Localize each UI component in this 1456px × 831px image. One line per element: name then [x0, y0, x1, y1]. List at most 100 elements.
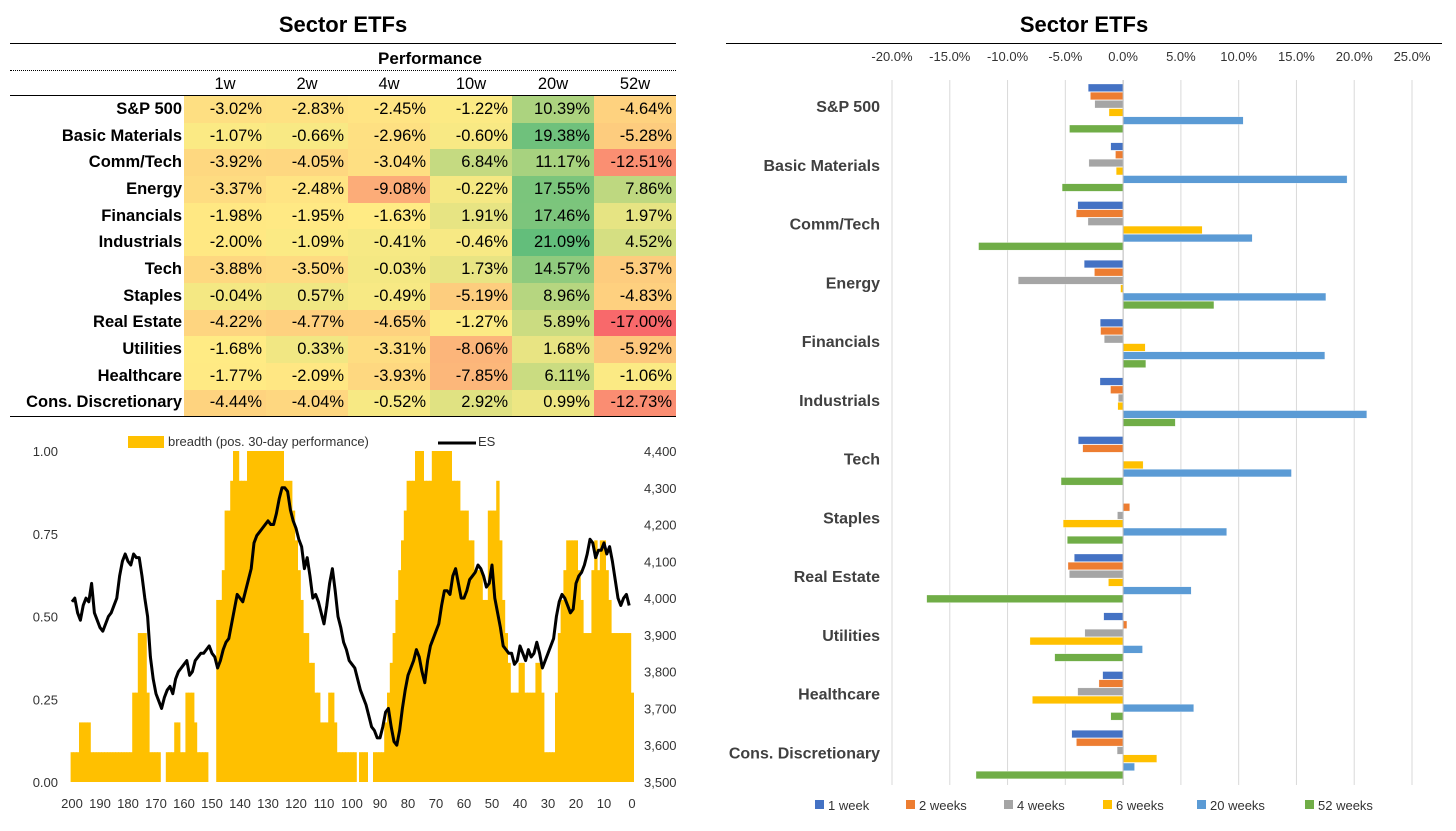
table-cell: 8.96%: [512, 282, 594, 310]
breadth-bar: [552, 752, 556, 782]
row-label: Industrials: [10, 229, 184, 257]
table-cell: -3.88%: [184, 256, 266, 283]
breadth-bar: [605, 570, 609, 782]
y-right-tick-label: 4,100: [644, 554, 677, 569]
breadth-bar: [541, 692, 545, 782]
breadth-bar: [325, 722, 329, 782]
breadth-bar: [521, 662, 525, 782]
y-right-tick-label: 3,900: [644, 628, 677, 643]
category-label: Cons. Discretionary: [729, 745, 880, 762]
y-left-tick-label: 0.75: [33, 527, 58, 542]
breadth-bar: [294, 540, 298, 782]
table-cell: -3.02%: [184, 95, 266, 123]
breadth-bar: [434, 451, 438, 782]
breadth-bar: [275, 451, 279, 782]
table-cell: -0.41%: [348, 229, 430, 257]
bar: [1067, 536, 1124, 544]
breadth-bar: [616, 633, 620, 782]
table-cell: 1.97%: [594, 202, 676, 230]
breadth-bar: [171, 752, 175, 782]
bar: [1122, 410, 1367, 419]
x-tick-label: -20.0%: [871, 49, 913, 64]
bar: [1122, 645, 1143, 654]
breadth-bar: [574, 540, 578, 782]
y-right-tick-label: 3,700: [644, 701, 677, 716]
x-tick-label: 50: [485, 796, 499, 811]
table-row: Healthcare -1.77% -2.09% -3.93% -7.85% 6.11% -…: [10, 362, 676, 390]
x-tick-label: 0: [628, 796, 635, 811]
breadth-bar: [448, 451, 452, 782]
breadth-bar: [403, 510, 408, 782]
legend-label-breadth: breadth (pos. 30-day performance): [168, 434, 369, 449]
bar: [1076, 738, 1124, 747]
breadth-bar: [300, 599, 304, 782]
breadth-bar: [311, 662, 315, 782]
breadth-bar: [560, 599, 564, 782]
bar: [1122, 527, 1227, 536]
breadth-bar: [619, 633, 623, 782]
category-label: Staples: [823, 510, 880, 527]
breadth-bar: [471, 540, 475, 782]
table-cell: -12.51%: [594, 149, 676, 177]
table-row: Basic Materials -1.07% -0.66% -2.96% -0.60% 1…: [10, 122, 676, 150]
bar: [1122, 301, 1215, 309]
breadth-bar: [401, 540, 405, 782]
table-cell: -0.46%: [430, 229, 512, 257]
x-tick-label: -15.0%: [929, 49, 971, 64]
breadth-bar: [129, 752, 133, 782]
x-tick-label: 200: [61, 796, 83, 811]
breadth-bar: [118, 752, 122, 782]
bar: [1090, 92, 1124, 100]
table-cell: -1.68%: [184, 336, 266, 363]
table-cell: -3.04%: [348, 149, 430, 177]
breadth-bar: [611, 633, 615, 782]
breadth-bar: [331, 692, 335, 782]
row-label: Basic Materials: [10, 122, 184, 150]
breadth-bar: [591, 570, 595, 782]
table-cell: -8.06%: [430, 336, 512, 363]
bar: [1108, 578, 1124, 587]
breadth-bar: [258, 451, 262, 782]
table-row: S&P 500 -3.02% -2.83% -2.45% -1.22% 10.39% -4.…: [10, 95, 676, 123]
breadth-bar: [347, 752, 352, 782]
breadth-bar: [135, 692, 139, 782]
table-cell: -2.45%: [348, 95, 430, 123]
legend-swatch: [906, 800, 915, 809]
legend-swatch-breadth: [128, 436, 164, 448]
breadth-bar: [473, 570, 478, 782]
row-label: Tech: [10, 256, 184, 283]
breadth-bar: [588, 633, 592, 782]
breadth-bar: [566, 540, 570, 782]
bar: [1077, 201, 1124, 210]
bar: [1069, 570, 1124, 579]
bar: [1060, 477, 1124, 486]
table-cell: -3.93%: [348, 362, 430, 390]
bar: [1076, 209, 1124, 218]
table-cell: 19.38%: [512, 122, 594, 150]
bar: [1102, 671, 1124, 680]
bar: [1122, 503, 1130, 512]
breadth-bar: [350, 752, 354, 782]
x-tick-label: 170: [145, 796, 167, 811]
chart-legend: breadth (pos. 30-day performance) ES: [128, 434, 496, 449]
breadth-bar: [137, 633, 142, 782]
breadth-bar: [378, 752, 382, 782]
y-left-tick-label: 0.00: [33, 775, 58, 790]
breadth-bar: [599, 540, 604, 782]
bar: [978, 242, 1124, 251]
table-cell: -1.98%: [184, 202, 266, 230]
bar: [1122, 234, 1253, 243]
bar: [1122, 175, 1348, 184]
breadth-es-chart: breadth (pos. 30-day performance) ES 0.00 0…: [33, 434, 677, 811]
breadth-bar: [454, 480, 458, 782]
breadth-bar: [381, 752, 385, 782]
bar: [1117, 511, 1124, 520]
column-header: 20w: [537, 74, 569, 93]
breadth-bar: [336, 752, 340, 782]
bar: [1103, 612, 1124, 621]
breadth-bar: [79, 722, 83, 782]
table-cell: 6.11%: [512, 362, 594, 390]
bar: [1032, 695, 1124, 704]
table-cell: -0.66%: [266, 122, 348, 150]
breadth-bar: [244, 480, 248, 782]
